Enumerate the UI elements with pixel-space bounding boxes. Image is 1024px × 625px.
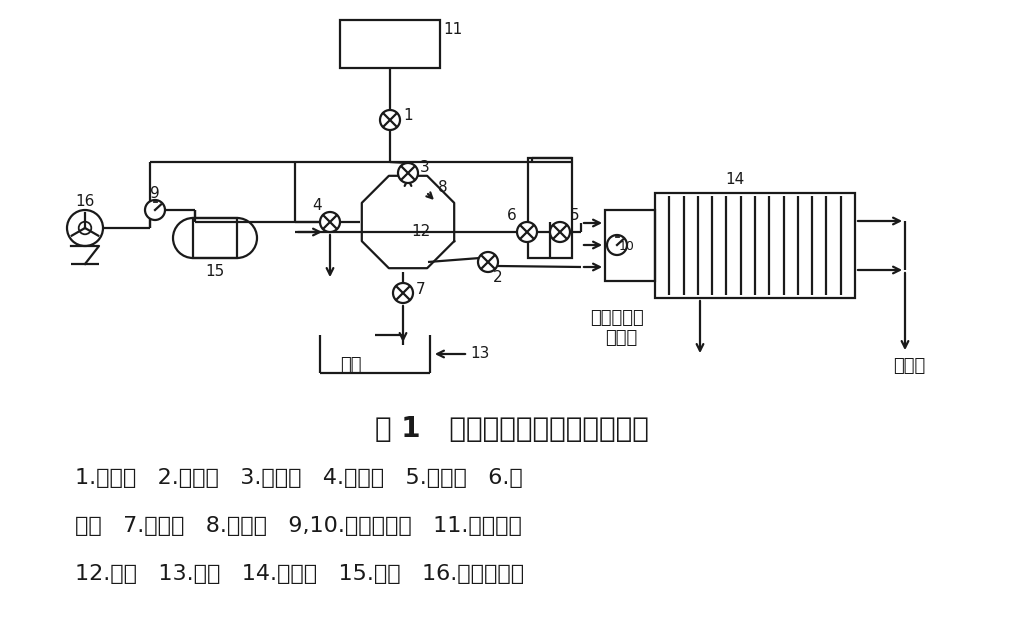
Text: 16: 16 (75, 194, 94, 209)
Text: 4: 4 (312, 199, 322, 214)
Circle shape (550, 222, 570, 242)
Text: 13: 13 (470, 346, 489, 361)
Text: 14: 14 (725, 171, 744, 186)
Circle shape (67, 210, 103, 246)
Text: 12.料槽   13.水池   14.压滤机   15.风包   16.空气压缩机: 12.料槽 13.水池 14.压滤机 15.风包 16.空气压缩机 (75, 564, 524, 584)
Text: 7: 7 (416, 281, 426, 296)
Text: 6: 6 (507, 209, 517, 224)
Bar (605, 210, 655, 281)
Text: 12: 12 (411, 224, 430, 239)
Circle shape (380, 110, 400, 130)
Text: 向阀   7.单向阀   8.料位计   9,10.压力指示表   11.浮选精矿: 向阀 7.单向阀 8.料位计 9,10.压力指示表 11.浮选精矿 (75, 516, 522, 536)
Text: 图 1   压滤机脱水工艺系统组成图: 图 1 压滤机脱水工艺系统组成图 (375, 415, 649, 443)
Circle shape (319, 212, 340, 232)
Text: 5: 5 (570, 209, 580, 224)
Text: 11: 11 (443, 22, 462, 38)
Bar (655, 193, 855, 298)
Bar (340, 20, 440, 68)
Text: 2: 2 (493, 271, 503, 286)
Bar (193, 218, 237, 258)
Text: 9: 9 (150, 186, 160, 201)
Circle shape (393, 283, 413, 303)
Circle shape (517, 222, 537, 242)
Text: 15: 15 (205, 264, 224, 279)
Text: 10: 10 (618, 241, 635, 254)
Bar (528, 158, 572, 258)
Circle shape (398, 163, 418, 183)
Text: 8: 8 (438, 181, 447, 196)
Circle shape (145, 200, 165, 220)
Circle shape (607, 235, 627, 255)
Text: 水池: 水池 (340, 356, 361, 374)
Text: 1.节流阀   2.单向阀   3.单向阀   4.单向阀   5.单向阀   6.单: 1.节流阀 2.单向阀 3.单向阀 4.单向阀 5.单向阀 6.单 (75, 468, 522, 488)
Text: 去精煤胶带: 去精煤胶带 (590, 309, 644, 327)
Text: 3: 3 (420, 161, 430, 176)
Circle shape (79, 222, 91, 234)
Text: 1: 1 (403, 109, 413, 124)
Text: 循环水: 循环水 (893, 357, 926, 375)
Circle shape (478, 252, 498, 272)
Text: 输送机: 输送机 (605, 329, 637, 347)
